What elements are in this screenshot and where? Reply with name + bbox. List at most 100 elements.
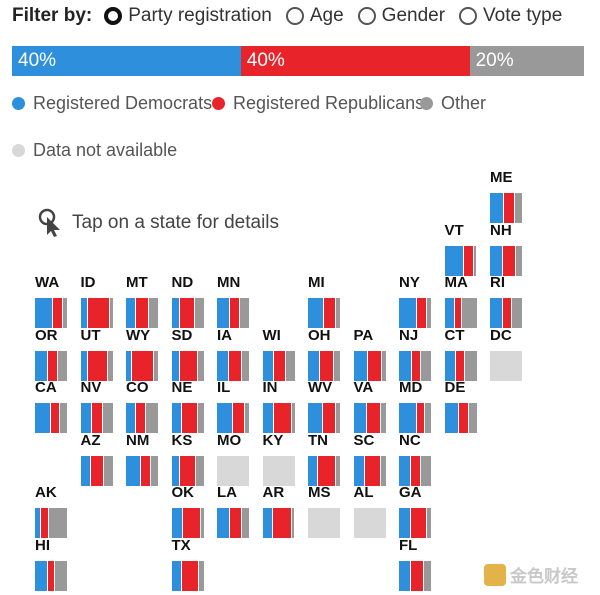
state-share-bars — [171, 455, 204, 486]
state-tile-ok[interactable]: OK — [171, 485, 210, 538]
filter-option-age[interactable]: Age — [285, 5, 344, 27]
state-tile-nm[interactable]: NM — [126, 432, 164, 486]
state-tile-wy[interactable]: WY — [126, 327, 164, 381]
state-tile-ut[interactable]: UT — [80, 327, 119, 381]
state-tile-ky[interactable]: KY — [262, 432, 301, 486]
state-tile-co[interactable]: CO — [126, 380, 164, 433]
state-abbr: GA — [399, 484, 422, 501]
state-tile-hi[interactable]: HI — [35, 537, 73, 591]
state-share-bars — [399, 350, 431, 381]
democrats-share-bar — [80, 455, 91, 486]
filter-option-party-registration[interactable]: Party registration — [104, 5, 272, 27]
democrats-share-bar — [490, 298, 503, 328]
state-tile-ct[interactable]: CT — [444, 327, 483, 381]
state-tile-il[interactable]: IL — [217, 380, 255, 433]
other-share-bar — [197, 350, 204, 381]
state-tile-ia[interactable]: IA — [217, 327, 255, 381]
state-share-bars — [35, 298, 67, 328]
republicans-share-bar — [503, 193, 516, 223]
state-tile-mo[interactable]: MO — [217, 432, 255, 486]
state-tile-nh[interactable]: NH — [490, 221, 528, 276]
republicans-share-bar — [230, 508, 242, 538]
state-tile-va[interactable]: VA — [353, 380, 392, 433]
state-share-bars — [35, 508, 67, 538]
other-share-bar — [381, 350, 386, 381]
state-tile-ks[interactable]: KS — [171, 432, 210, 486]
state-tile-nc[interactable]: NC — [399, 432, 437, 486]
republicans-share-bar — [456, 350, 465, 381]
state-abbr: AZ — [80, 431, 101, 449]
state-share-bars — [490, 245, 522, 276]
state-tile-ma[interactable]: MA — [444, 275, 483, 328]
state-share-bars — [171, 350, 204, 381]
state-tile-mt[interactable]: MT — [126, 275, 164, 328]
state-tile-me[interactable]: ME — [490, 170, 528, 223]
state-abbr: DC — [490, 326, 512, 344]
state-tile-pa[interactable]: PA — [353, 327, 392, 381]
other-share-bar — [102, 403, 113, 433]
republicans-share-bar — [463, 245, 474, 276]
republicans-share-bar — [87, 298, 110, 328]
other-share-bar — [150, 455, 158, 486]
state-tile-id[interactable]: ID — [80, 275, 119, 328]
legend-republicans: Registered Republicans — [212, 93, 424, 114]
state-tile-ga[interactable]: GA — [399, 484, 437, 538]
state-share-bars — [490, 193, 522, 223]
state-tile-md[interactable]: MD — [399, 380, 437, 433]
state-tile-sc[interactable]: SC — [353, 432, 392, 486]
republicans-share-bar — [368, 350, 382, 381]
republicans-share-bar — [183, 508, 201, 538]
state-tile-mn[interactable]: MN — [217, 275, 255, 328]
state-tile-wi[interactable]: WI — [262, 327, 301, 381]
state-tile-wa[interactable]: WA — [35, 275, 73, 328]
state-tile-sd[interactable]: SD — [171, 327, 210, 381]
state-tile-dc[interactable]: DC — [490, 326, 528, 381]
state-tile-oh[interactable]: OH — [308, 327, 346, 381]
state-tile-ar[interactable]: AR — [262, 485, 301, 538]
republicans-share-bar — [410, 508, 427, 538]
state-tile-nd[interactable]: ND — [171, 275, 210, 328]
state-abbr: IN — [262, 379, 278, 396]
state-share-bars — [399, 508, 431, 538]
state-tile-ms[interactable]: MS — [308, 485, 346, 538]
state-tile-al[interactable]: AL — [353, 485, 392, 538]
democrats-share-bar — [490, 245, 503, 276]
state-share-bars — [80, 403, 113, 433]
red-dot-icon — [212, 97, 225, 110]
state-abbr: NH — [490, 221, 512, 239]
state-tile-ny[interactable]: NY — [399, 275, 437, 328]
democrats-share-bar — [80, 350, 88, 381]
filter-option-vote-type[interactable]: Vote type — [459, 5, 562, 27]
state-tile-mi[interactable]: MI — [308, 275, 346, 328]
state-tile-wv[interactable]: WV — [308, 380, 346, 433]
state-share-bars — [171, 298, 204, 328]
state-share-bars — [217, 508, 249, 538]
other-share-bar — [420, 350, 431, 381]
state-tile-nj[interactable]: NJ — [399, 327, 437, 381]
state-share-bars — [171, 560, 204, 591]
republicans-share-bar — [366, 403, 381, 433]
state-tile-la[interactable]: LA — [217, 485, 255, 538]
other-share-bar — [241, 350, 249, 381]
light-gray-dot-icon — [12, 144, 25, 157]
state-share-bars — [444, 403, 477, 433]
state-tile-in[interactable]: IN — [262, 379, 301, 433]
state-tile-fl[interactable]: FL — [399, 537, 437, 591]
state-tile-ri[interactable]: RI — [490, 275, 528, 328]
state-tile-vt[interactable]: VT — [444, 222, 483, 276]
state-share-bars — [35, 403, 67, 433]
state-tile-or[interactable]: OR — [35, 327, 73, 381]
state-tile-az[interactable]: AZ — [80, 431, 119, 486]
democrats-share-bar — [126, 455, 141, 486]
state-tile-ak[interactable]: AK — [35, 485, 73, 538]
state-tile-de[interactable]: DE — [444, 380, 483, 433]
filter-option-gender[interactable]: Gender — [357, 5, 445, 27]
other-share-bar — [199, 560, 204, 591]
state-share-bars — [35, 350, 67, 381]
state-tile-ne[interactable]: NE — [171, 380, 210, 433]
state-tile-ca[interactable]: CA — [35, 380, 73, 433]
democrats-share-bar — [308, 455, 318, 486]
state-tile-tn[interactable]: TN — [308, 432, 346, 486]
state-tile-tx[interactable]: TX — [171, 537, 210, 591]
state-tile-nv[interactable]: NV — [80, 380, 119, 433]
